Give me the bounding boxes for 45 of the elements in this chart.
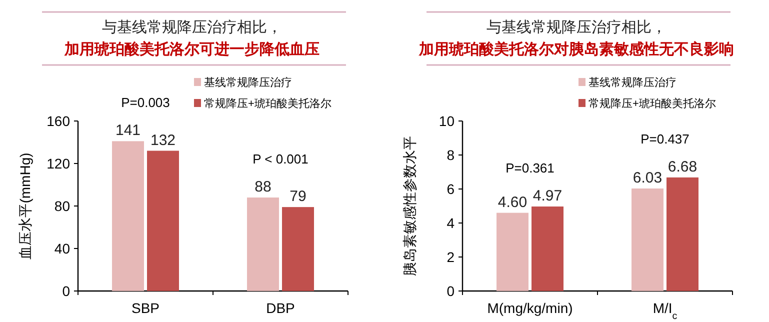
y-axis-title: 胰岛素敏感性参数水平 [402, 136, 418, 276]
legend-label: 常规降压+琥珀酸美托洛尔 [588, 97, 716, 110]
data-label: 132 [150, 132, 176, 149]
bar [247, 198, 279, 291]
x-tick-label: M/I$_{c}$ [652, 300, 678, 322]
data-label: 6.03 [632, 169, 662, 186]
y-tick-label: 160 [46, 113, 70, 129]
y-tick-label: 4 [446, 215, 455, 231]
y-tick-label: 0 [62, 283, 70, 299]
legend-label: 常规降压+琥珀酸美托洛尔 [204, 97, 332, 110]
data-label: 6.68 [668, 158, 698, 176]
bar [112, 141, 144, 291]
data-label: 141 [115, 122, 141, 140]
y-tick-label: 40 [54, 240, 70, 256]
bar [282, 207, 314, 291]
x-tick-label: DBP [266, 300, 295, 316]
chart-subtitle: 加用琥珀酸美托洛尔对胰岛素敏感性无不良影响 [418, 40, 734, 58]
y-tick-label: 10 [438, 113, 455, 129]
y-tick-label: 6 [446, 181, 455, 197]
bar [532, 206, 564, 291]
y-axis-title: 血压水平(mmHg) [17, 152, 33, 260]
annotation: P=0.437 [640, 131, 690, 146]
legend-label: 基线常规降压治疗 [204, 76, 292, 89]
chart-title: 与基线常规降压治疗相比， [102, 19, 282, 36]
bar [496, 212, 528, 291]
y-tick-label: 80 [54, 198, 70, 214]
legend-label: 基线常规降压治疗 [588, 76, 676, 89]
data-label: 4.60 [498, 194, 528, 211]
bar [632, 188, 664, 291]
bar [147, 150, 179, 291]
y-tick-label: 2 [446, 249, 455, 265]
data-label: 4.97 [532, 188, 562, 205]
y-tick-label: 0 [446, 283, 455, 299]
x-tick-label: SBP [131, 300, 160, 316]
bar [666, 177, 698, 291]
x-tick-label: M(mg/kg/min) [487, 300, 573, 316]
y-tick-label: 120 [46, 156, 70, 172]
y-tick-label: 8 [446, 147, 455, 163]
data-label: 88 [254, 178, 272, 196]
chart-subtitle: 加用琥珀酸美托洛尔可进一步降低血压 [64, 40, 320, 58]
annotation: P < 0.001 [252, 152, 308, 166]
data-label: 79 [290, 188, 306, 206]
chart-title: 与基线常规降压治疗相比， [486, 19, 666, 36]
annotation: P=0.361 [506, 160, 554, 176]
text: P=0.003 [121, 95, 170, 110]
